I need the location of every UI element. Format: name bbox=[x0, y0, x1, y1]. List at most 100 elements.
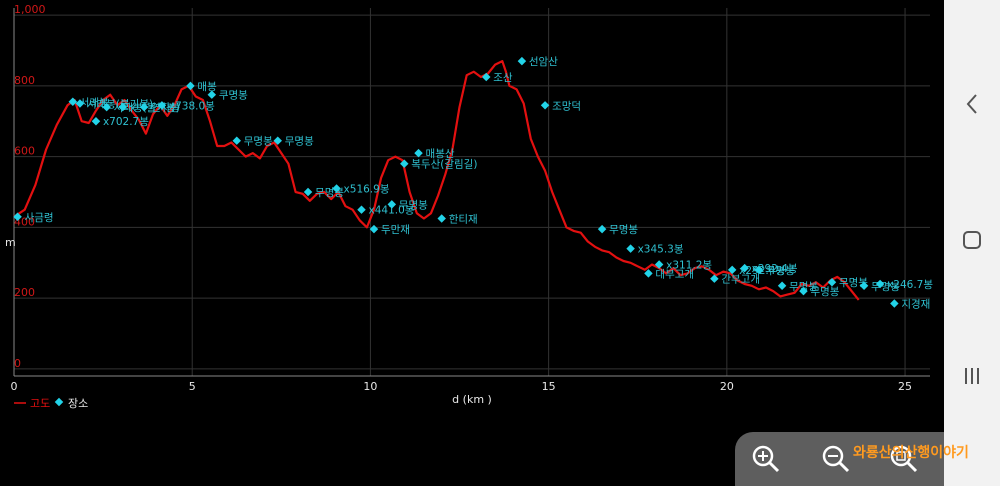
legend-label-place: 장소 bbox=[68, 397, 88, 410]
place-point: 간부고개 bbox=[710, 274, 760, 286]
place-marker bbox=[654, 260, 664, 269]
place-marker bbox=[357, 205, 366, 214]
three-bars-icon bbox=[965, 368, 979, 384]
x-tick-label: 0 bbox=[11, 380, 18, 393]
place-marker bbox=[68, 97, 78, 107]
place-point: x311.2봉 bbox=[654, 260, 712, 272]
place-marker bbox=[859, 281, 869, 291]
y-tick-label: 1,000 bbox=[14, 3, 46, 16]
place-point: 조망덕 bbox=[540, 100, 581, 112]
android-nav-bar bbox=[944, 0, 1000, 486]
place-point: x292.4봉 bbox=[727, 265, 785, 277]
place-marker bbox=[482, 72, 491, 82]
place-point: 매봉산 bbox=[414, 148, 455, 160]
place-label: 두만재 bbox=[381, 224, 410, 236]
place-marker bbox=[91, 116, 101, 126]
place-label: 대부고개 bbox=[655, 268, 694, 280]
zoom-reset-button[interactable] bbox=[885, 440, 923, 478]
place-marker bbox=[332, 184, 341, 193]
place-marker bbox=[232, 136, 242, 145]
place-label: 서래봉 bbox=[80, 97, 109, 109]
x-tick-label: 10 bbox=[363, 380, 377, 393]
place-label: x bbox=[130, 102, 136, 114]
place-marker bbox=[827, 277, 837, 287]
place-marker bbox=[890, 299, 899, 308]
place-marker bbox=[303, 187, 313, 197]
place-series: 사금령서래봉서래봉(불기봉)x702.7봉서래봉(불기봉)x연자봉x738.0봉… bbox=[13, 56, 933, 310]
place-point: x516.9봉 bbox=[332, 183, 390, 195]
place-point: x441.0봉 bbox=[357, 205, 415, 217]
place-point: 쿠명봉 bbox=[207, 90, 248, 102]
zoom-out-button[interactable] bbox=[817, 440, 855, 478]
place-point: 지경재 bbox=[890, 297, 930, 310]
place-point: x292.4봉 bbox=[740, 263, 798, 275]
place-marker bbox=[740, 263, 749, 273]
place-marker bbox=[754, 265, 764, 275]
place-label: 조망덕 bbox=[552, 100, 581, 112]
y-tick-label: 800 bbox=[14, 74, 35, 87]
place-label: 무명봉 bbox=[810, 286, 839, 298]
place-marker bbox=[139, 102, 149, 112]
place-marker bbox=[118, 102, 127, 112]
place-label: x345.3봉 bbox=[638, 244, 684, 256]
place-point: 무명봉 bbox=[232, 136, 273, 148]
place-marker bbox=[75, 99, 85, 108]
place-marker bbox=[186, 81, 195, 91]
place-point: 조산 bbox=[482, 72, 513, 84]
zoom-reset-icon bbox=[890, 445, 918, 473]
place-point: x bbox=[118, 102, 136, 114]
place-point: x246.7봉 bbox=[875, 279, 933, 291]
place-marker bbox=[799, 286, 808, 296]
place-point: 무명봉 bbox=[387, 199, 428, 211]
watermark: 와룡산의산행이야기 bbox=[853, 445, 969, 461]
place-point: 무명봉 bbox=[597, 224, 638, 236]
place-label: 쿠명봉 bbox=[219, 90, 248, 102]
y-tick-label: 0 bbox=[14, 357, 21, 370]
zoom-out-icon bbox=[822, 445, 850, 473]
zoom-controls bbox=[735, 432, 944, 486]
axes bbox=[13, 8, 930, 377]
place-label: 무명봉 bbox=[609, 224, 638, 236]
place-marker bbox=[414, 148, 423, 158]
place-label: 매봉산 bbox=[426, 148, 455, 160]
place-point: 무명봉 bbox=[799, 286, 840, 298]
place-marker bbox=[369, 224, 379, 234]
chevron-left-icon bbox=[966, 94, 977, 114]
place-label: 무명봉 bbox=[789, 281, 818, 293]
place-point: 무명봉 bbox=[754, 265, 795, 277]
recent-apps-button[interactable] bbox=[944, 356, 1000, 396]
place-marker bbox=[777, 281, 787, 291]
place-label: 무명봉 bbox=[766, 265, 795, 277]
x-tick-label: 5 bbox=[189, 380, 196, 393]
x-tick-label: 25 bbox=[898, 380, 912, 393]
place-label: x292.4봉 bbox=[752, 263, 798, 275]
place-point: x345.3봉 bbox=[626, 244, 684, 256]
home-button[interactable] bbox=[944, 220, 1000, 260]
place-marker bbox=[597, 224, 607, 234]
place-label: 지경재 bbox=[901, 297, 930, 310]
place-marker bbox=[710, 274, 719, 283]
place-marker bbox=[387, 200, 397, 209]
place-point: 대부고개 bbox=[644, 268, 694, 280]
place-point: 두만재 bbox=[369, 224, 410, 236]
back-button[interactable] bbox=[944, 84, 1000, 124]
place-marker bbox=[727, 265, 737, 275]
place-label: 한티재 bbox=[449, 214, 478, 226]
place-marker bbox=[540, 101, 550, 110]
place-label: x738.0봉 bbox=[169, 100, 215, 112]
place-point: 무명봉 bbox=[777, 281, 818, 293]
place-point: x738.0봉 bbox=[157, 100, 215, 112]
place-marker bbox=[644, 269, 653, 278]
place-point: x702.7봉 bbox=[91, 116, 149, 128]
legend: 고도 장소 bbox=[14, 397, 88, 410]
place-label: 무명봉 bbox=[244, 136, 273, 148]
x-tick-label: 15 bbox=[542, 380, 556, 393]
place-label: x311.2봉 bbox=[666, 260, 712, 272]
place-point: 서래봉 bbox=[68, 97, 109, 109]
zoom-in-button[interactable] bbox=[747, 440, 785, 478]
place-label: 복두산(갈림길) bbox=[411, 158, 477, 171]
place-label: x441.0봉 bbox=[369, 205, 415, 217]
place-marker bbox=[273, 136, 282, 145]
